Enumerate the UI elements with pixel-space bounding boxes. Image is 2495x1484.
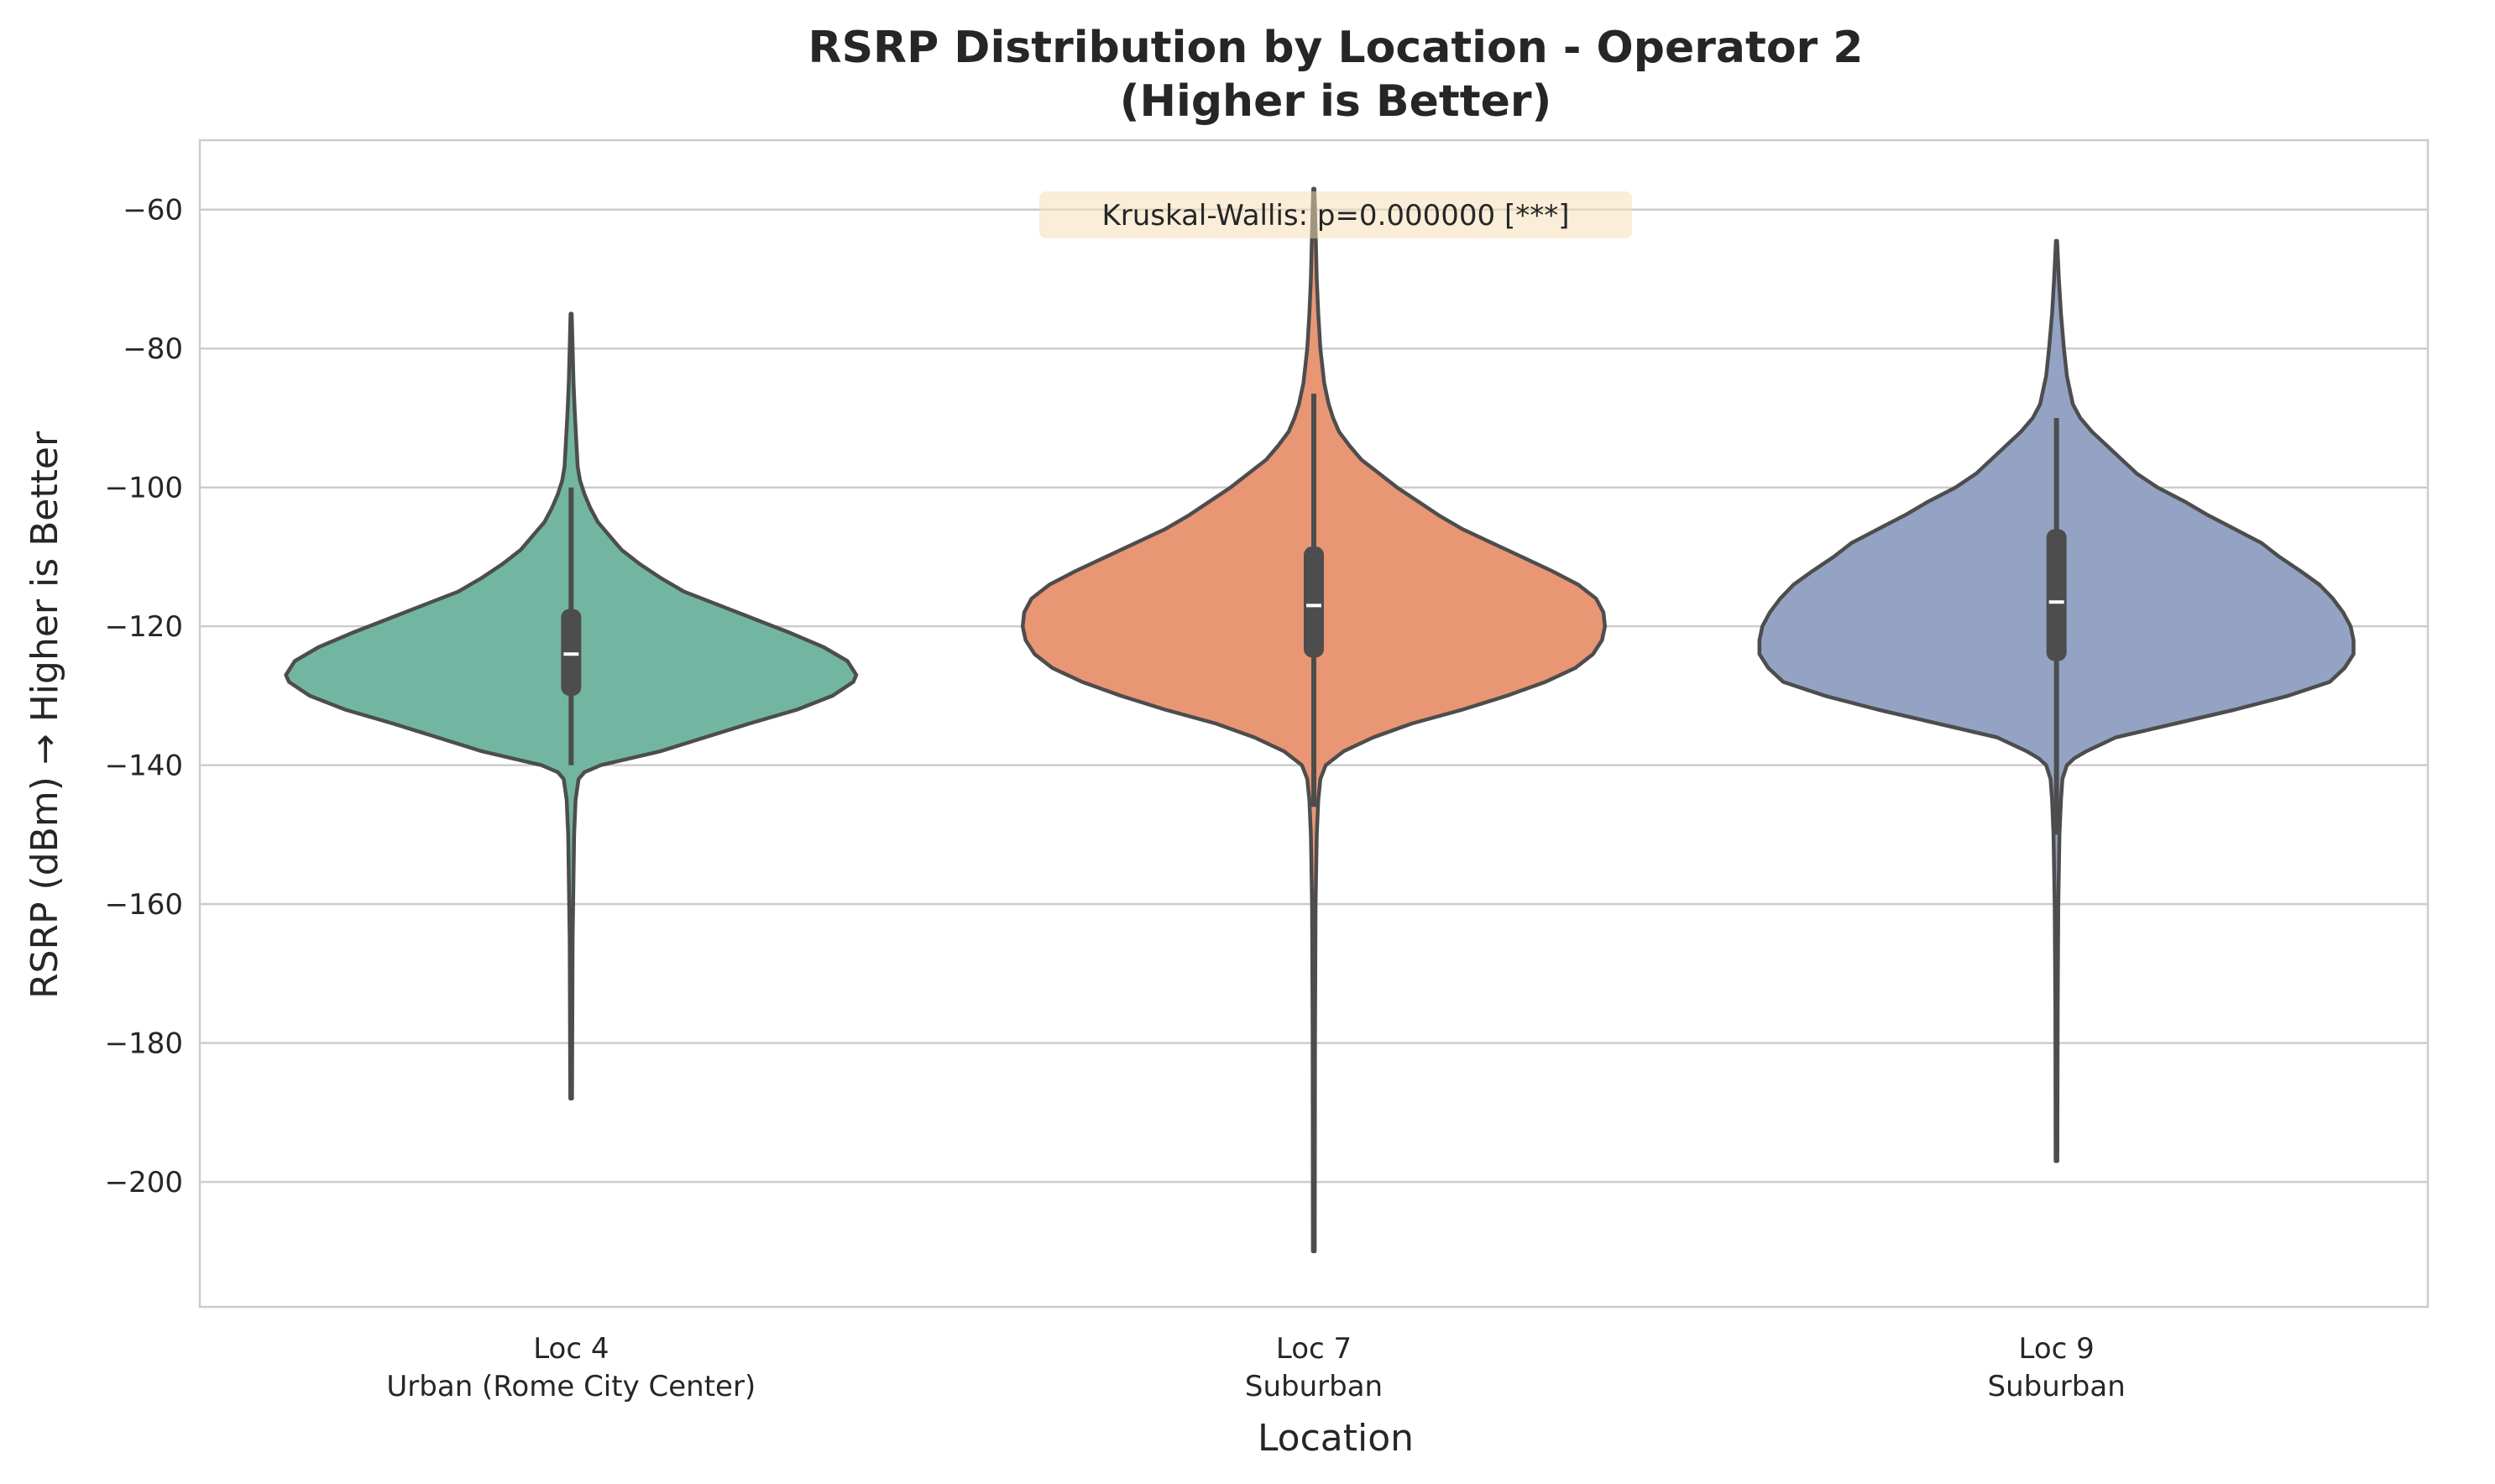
iqr-box	[1304, 546, 1324, 658]
y-tick-labels: −60 −80 −100 −120 −140 −160 −180 −200	[105, 194, 183, 1199]
y-tick-label: −160	[105, 888, 183, 922]
y-tick-label: −120	[105, 610, 183, 644]
x-tick-label: Loc 9	[2019, 1332, 2095, 1366]
x-tick-sublabel: Suburban	[1988, 1370, 2126, 1403]
x-tick-sublabel: Suburban	[1245, 1370, 1383, 1403]
x-tick-label: Loc 7	[1276, 1332, 1352, 1366]
y-tick-label: −140	[105, 750, 183, 783]
annotation-box	[1039, 191, 1632, 238]
y-tick-label: −100	[105, 472, 183, 505]
iqr-box	[561, 609, 582, 696]
chart-title-line1: RSRP Distribution by Location - Operator…	[808, 23, 1864, 73]
x-axis-label: Location	[1258, 1417, 1414, 1460]
iqr-box	[2046, 529, 2067, 661]
kruskal-wallis-annotation: Kruskal-Wallis: p=0.000000 [***]	[1101, 199, 1569, 233]
violins	[284, 186, 2356, 1254]
plot-frame	[198, 138, 2430, 1309]
y-tick-label: −80	[123, 332, 183, 366]
y-axis-label: RSRP (dBm) → Higher is Better	[24, 431, 66, 999]
x-tick-sublabel: Urban (Rome City Center)	[386, 1370, 756, 1403]
y-tick-label: −180	[105, 1027, 183, 1061]
chart-title-line2: (Higher is Better)	[1120, 76, 1552, 127]
x-tick-labels: Loc 4 Urban (Rome City Center) Loc 7 Suburb…	[386, 1332, 2125, 1403]
y-tick-label: −200	[105, 1166, 183, 1199]
x-tick-label: Loc 4	[533, 1332, 609, 1366]
y-tick-label: −60	[123, 194, 183, 227]
